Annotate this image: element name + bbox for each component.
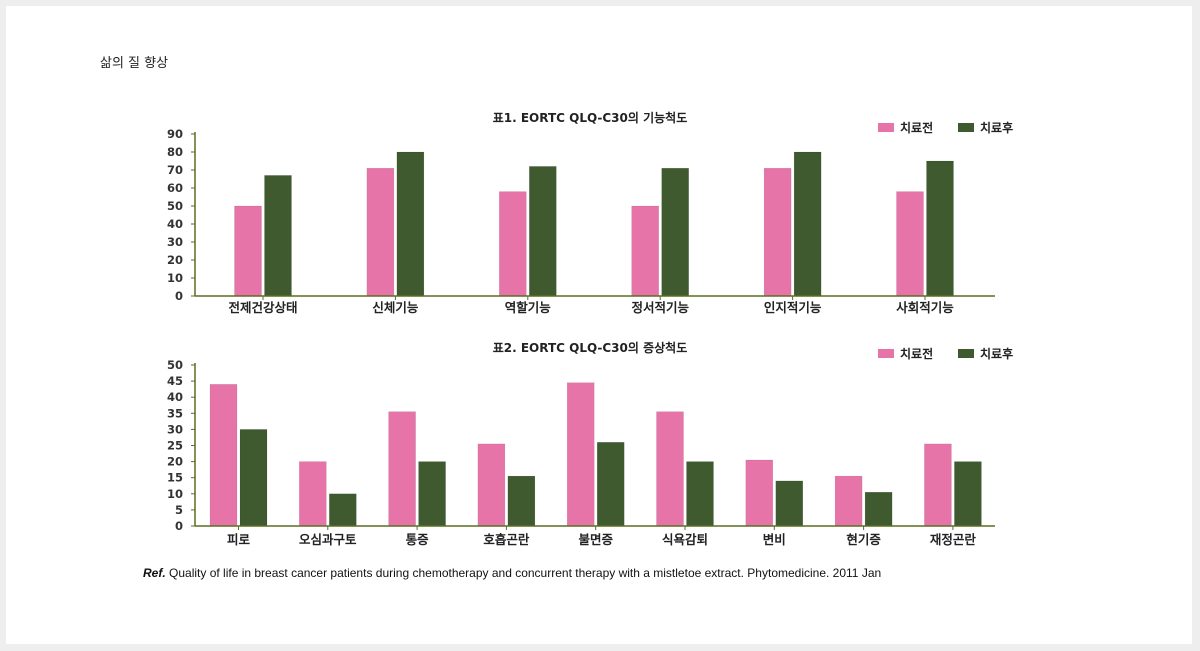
chart-title: 표2. EORTC QLQ-C30의 증상척도 <box>493 340 688 355</box>
legend-label: 치료후 <box>980 346 1013 361</box>
y-tick-label: 40 <box>167 217 183 231</box>
bar-before <box>234 205 262 297</box>
x-tick-label: 통증 <box>406 532 430 547</box>
x-tick-label: 변비 <box>763 532 786 547</box>
x-tick-label: 사회적기능 <box>896 300 954 315</box>
bar-before <box>499 191 527 297</box>
x-tick-label: 정서적기능 <box>631 300 689 315</box>
bar-before <box>763 167 792 297</box>
y-tick-label: 35 <box>167 406 183 420</box>
bar-before <box>209 384 238 527</box>
x-tick-label: 재정곤란 <box>930 532 977 547</box>
reference-citation: Ref. Quality of life in breast cancer pa… <box>143 566 1043 580</box>
x-tick-label: 식욕감퇴 <box>662 532 708 547</box>
bar-before <box>566 382 595 527</box>
y-tick-label: 25 <box>167 439 183 453</box>
bar-before <box>896 191 924 297</box>
chart-2: 표2. EORTC QLQ-C30의 증상척도 치료전 치료후 0 5 10 15 20 25 3… <box>167 340 1013 547</box>
bar-before <box>631 205 659 297</box>
bar-before <box>834 475 863 527</box>
x-tick-label: 현기증 <box>846 532 881 547</box>
bar-before <box>388 411 416 527</box>
bar-before <box>477 443 506 527</box>
y-tick-label: 50 <box>167 199 183 213</box>
y-tick-label: 15 <box>167 471 183 485</box>
legend-swatch <box>958 349 974 358</box>
reference-prefix: Ref. <box>143 566 166 580</box>
y-tick-label: 10 <box>167 271 183 285</box>
chart-title: 표1. EORTC QLQ-C30의 기능척도 <box>493 110 688 125</box>
y-tick-label: 70 <box>167 163 183 177</box>
content-card <box>6 6 1192 644</box>
x-tick-label: 인지적기능 <box>764 300 822 315</box>
bar-before <box>924 443 952 527</box>
bar-after <box>507 475 536 527</box>
y-tick-label: 80 <box>167 145 183 159</box>
bar-before <box>299 461 327 527</box>
x-tick-label: 신체기능 <box>372 300 419 315</box>
y-tick-label: 30 <box>167 422 183 436</box>
bar-after <box>926 160 954 297</box>
bar-before <box>366 167 395 297</box>
bar-after <box>239 429 268 527</box>
y-tick-label: 50 <box>167 358 183 372</box>
y-tick-label: 45 <box>167 374 183 388</box>
x-tick-label: 호흡곤란 <box>483 532 530 547</box>
bar-after <box>329 493 357 527</box>
bar-after <box>396 151 425 297</box>
x-tick-label: 전제건강상태 <box>228 300 297 315</box>
reference-text: Quality of life in breast cancer patient… <box>165 566 882 580</box>
x-tick-label: 불면증 <box>578 532 613 547</box>
legend-label: 치료전 <box>900 120 933 135</box>
y-tick-label: 60 <box>167 181 183 195</box>
legend-label: 치료후 <box>980 120 1013 135</box>
bar-after <box>954 461 982 527</box>
bar-after <box>596 442 625 527</box>
y-tick-label: 10 <box>167 487 183 501</box>
bar-before <box>745 459 774 527</box>
bar-after <box>793 151 822 297</box>
y-tick-label: 20 <box>167 455 183 469</box>
bar-after <box>686 461 714 527</box>
bar-after <box>775 480 804 527</box>
y-tick-label: 0 <box>175 519 183 533</box>
y-tick-label: 30 <box>167 235 183 249</box>
y-tick-label: 5 <box>175 503 183 517</box>
bar-after <box>418 461 446 527</box>
y-tick-label: 20 <box>167 253 183 267</box>
bar-before <box>656 411 684 527</box>
x-tick-label: 역할기능 <box>505 300 552 315</box>
x-tick-label: 피로 <box>227 532 251 547</box>
legend-label: 치료전 <box>900 346 933 361</box>
page-heading: 삶의 질 향상 <box>100 56 169 71</box>
legend-swatch <box>878 123 894 132</box>
x-tick-label: 오심과구토 <box>299 532 357 547</box>
bar-after <box>264 175 292 297</box>
legend-swatch <box>958 123 974 132</box>
bar-after <box>529 166 557 297</box>
bar-after <box>661 167 689 297</box>
y-tick-label: 40 <box>167 390 183 404</box>
legend-swatch <box>878 349 894 358</box>
y-tick-label: 0 <box>175 289 183 303</box>
y-tick-label: 90 <box>167 127 183 141</box>
bar-after <box>864 491 893 527</box>
